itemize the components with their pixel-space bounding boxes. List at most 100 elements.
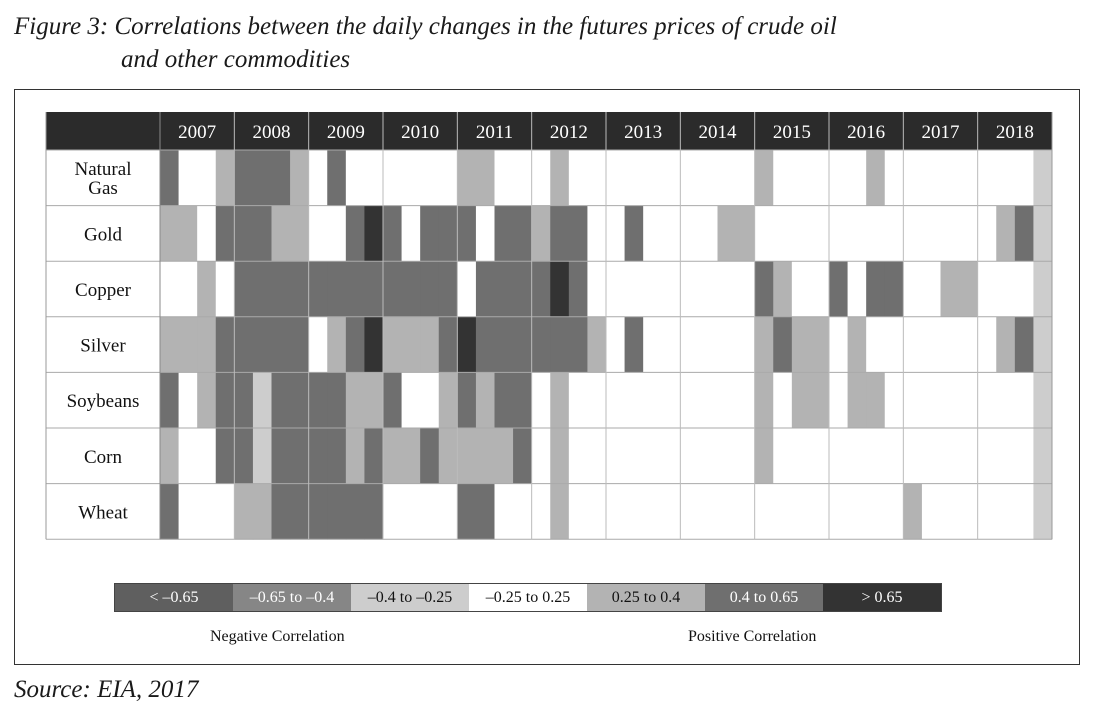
x-tick-label: 2008 <box>253 122 291 143</box>
x-tick-label: 2012 <box>550 122 588 143</box>
heatmap-cell <box>661 372 681 429</box>
heatmap-cell <box>327 316 347 373</box>
heatmap-cell <box>606 372 625 429</box>
heatmap-cell <box>587 150 607 206</box>
heatmap-cell <box>606 150 625 206</box>
heatmap-cell <box>383 316 402 373</box>
heatmap-cell <box>327 150 347 206</box>
heatmap-cell <box>717 150 737 206</box>
heatmap-cell <box>364 483 384 540</box>
heatmap-cell <box>345 205 365 262</box>
heatmap-cell <box>903 205 923 262</box>
figure-source: Source: EIA, 2017 <box>14 676 199 703</box>
y-tick-label: Copper <box>75 280 132 301</box>
heatmap-cell <box>977 483 997 540</box>
heatmap-cell <box>531 261 551 318</box>
heatmap-cell <box>513 261 533 318</box>
heatmap-cell <box>847 428 867 484</box>
heatmap-cell <box>178 483 198 540</box>
heatmap-cell <box>698 261 718 318</box>
heatmap-cell <box>327 205 347 262</box>
heatmap-cell <box>160 483 179 540</box>
heatmap-cell <box>271 483 291 540</box>
heatmap-cell <box>197 316 217 373</box>
heatmap-cell <box>197 372 217 429</box>
heatmap-cell <box>1014 261 1034 318</box>
heatmap-cell <box>327 261 347 318</box>
heatmap-cell <box>252 316 272 373</box>
heatmap-cell <box>829 150 848 206</box>
heatmap-cell <box>160 205 179 262</box>
row-label-column <box>46 150 160 540</box>
heatmap-cell <box>271 150 291 206</box>
heatmap-cell <box>866 428 886 484</box>
heatmap-cell <box>290 483 310 540</box>
heatmap-cell <box>550 261 570 318</box>
heatmap-cell <box>903 372 923 429</box>
heatmap-cell <box>680 205 700 262</box>
heatmap-cell <box>921 372 941 429</box>
heatmap-cell <box>829 428 848 484</box>
heatmap-cell <box>550 150 570 206</box>
heatmap-cell <box>754 205 774 262</box>
heatmap-cell <box>364 205 384 262</box>
heatmap-cell <box>1014 483 1034 540</box>
heatmap-cell <box>959 483 979 540</box>
heatmap-cell <box>959 372 979 429</box>
heatmap-cell <box>513 316 533 373</box>
heatmap-cell <box>475 150 495 206</box>
heatmap-cell <box>810 316 830 373</box>
heatmap-cell <box>754 372 774 429</box>
x-tick-label: 2009 <box>327 122 365 143</box>
heatmap-cell <box>791 483 811 540</box>
heatmap-cell <box>754 428 774 484</box>
heatmap-cell <box>884 428 904 484</box>
heatmap-cell <box>866 316 886 373</box>
heatmap-cell <box>680 316 700 373</box>
heatmap-cell <box>940 428 960 484</box>
heatmap-cell <box>178 316 198 373</box>
heatmap-cell <box>847 205 867 262</box>
heatmap-cell <box>847 261 867 318</box>
heatmap-cell <box>420 372 440 429</box>
heatmap-cell <box>550 205 570 262</box>
heatmap-cell <box>661 150 681 206</box>
negative-correlation-label: Negative Correlation <box>210 628 345 645</box>
heatmap-cell <box>234 483 254 540</box>
heatmap-cell <box>345 261 365 318</box>
heatmap-cell <box>364 428 384 484</box>
heatmap-cell <box>940 261 960 318</box>
heatmap-cell <box>420 428 440 484</box>
heatmap-cell <box>327 372 347 429</box>
heatmap-cell <box>996 205 1016 262</box>
heatmap-cell <box>866 483 886 540</box>
heatmap-cell <box>624 316 644 373</box>
heatmap-cell <box>438 372 458 429</box>
heatmap-cell <box>290 205 310 262</box>
heatmap-cell <box>847 316 867 373</box>
heatmap-cell <box>606 483 625 540</box>
heatmap-cell <box>234 205 254 262</box>
heatmap-cell <box>940 205 960 262</box>
heatmap-cell <box>698 483 718 540</box>
heatmap-cell <box>959 261 979 318</box>
heatmap-cell <box>252 372 272 429</box>
heatmap-cell <box>160 316 179 373</box>
heatmap-cell <box>773 372 793 429</box>
heatmap-cell <box>531 316 551 373</box>
heatmap-cell <box>178 261 198 318</box>
heatmap-cell <box>810 205 830 262</box>
header-band <box>46 112 1052 150</box>
heatmap-cell <box>550 372 570 429</box>
heatmap-cell <box>568 150 588 206</box>
heatmap-cell <box>680 372 700 429</box>
heatmap-cell <box>494 150 514 206</box>
heatmap-cell <box>717 483 737 540</box>
heatmap-cell <box>884 150 904 206</box>
heatmap-cell <box>513 372 533 429</box>
heatmap-cell <box>996 261 1016 318</box>
heatmap-cell <box>996 428 1016 484</box>
heatmap-cell <box>940 483 960 540</box>
heatmap-cell <box>977 372 997 429</box>
heatmap-cell <box>680 150 700 206</box>
